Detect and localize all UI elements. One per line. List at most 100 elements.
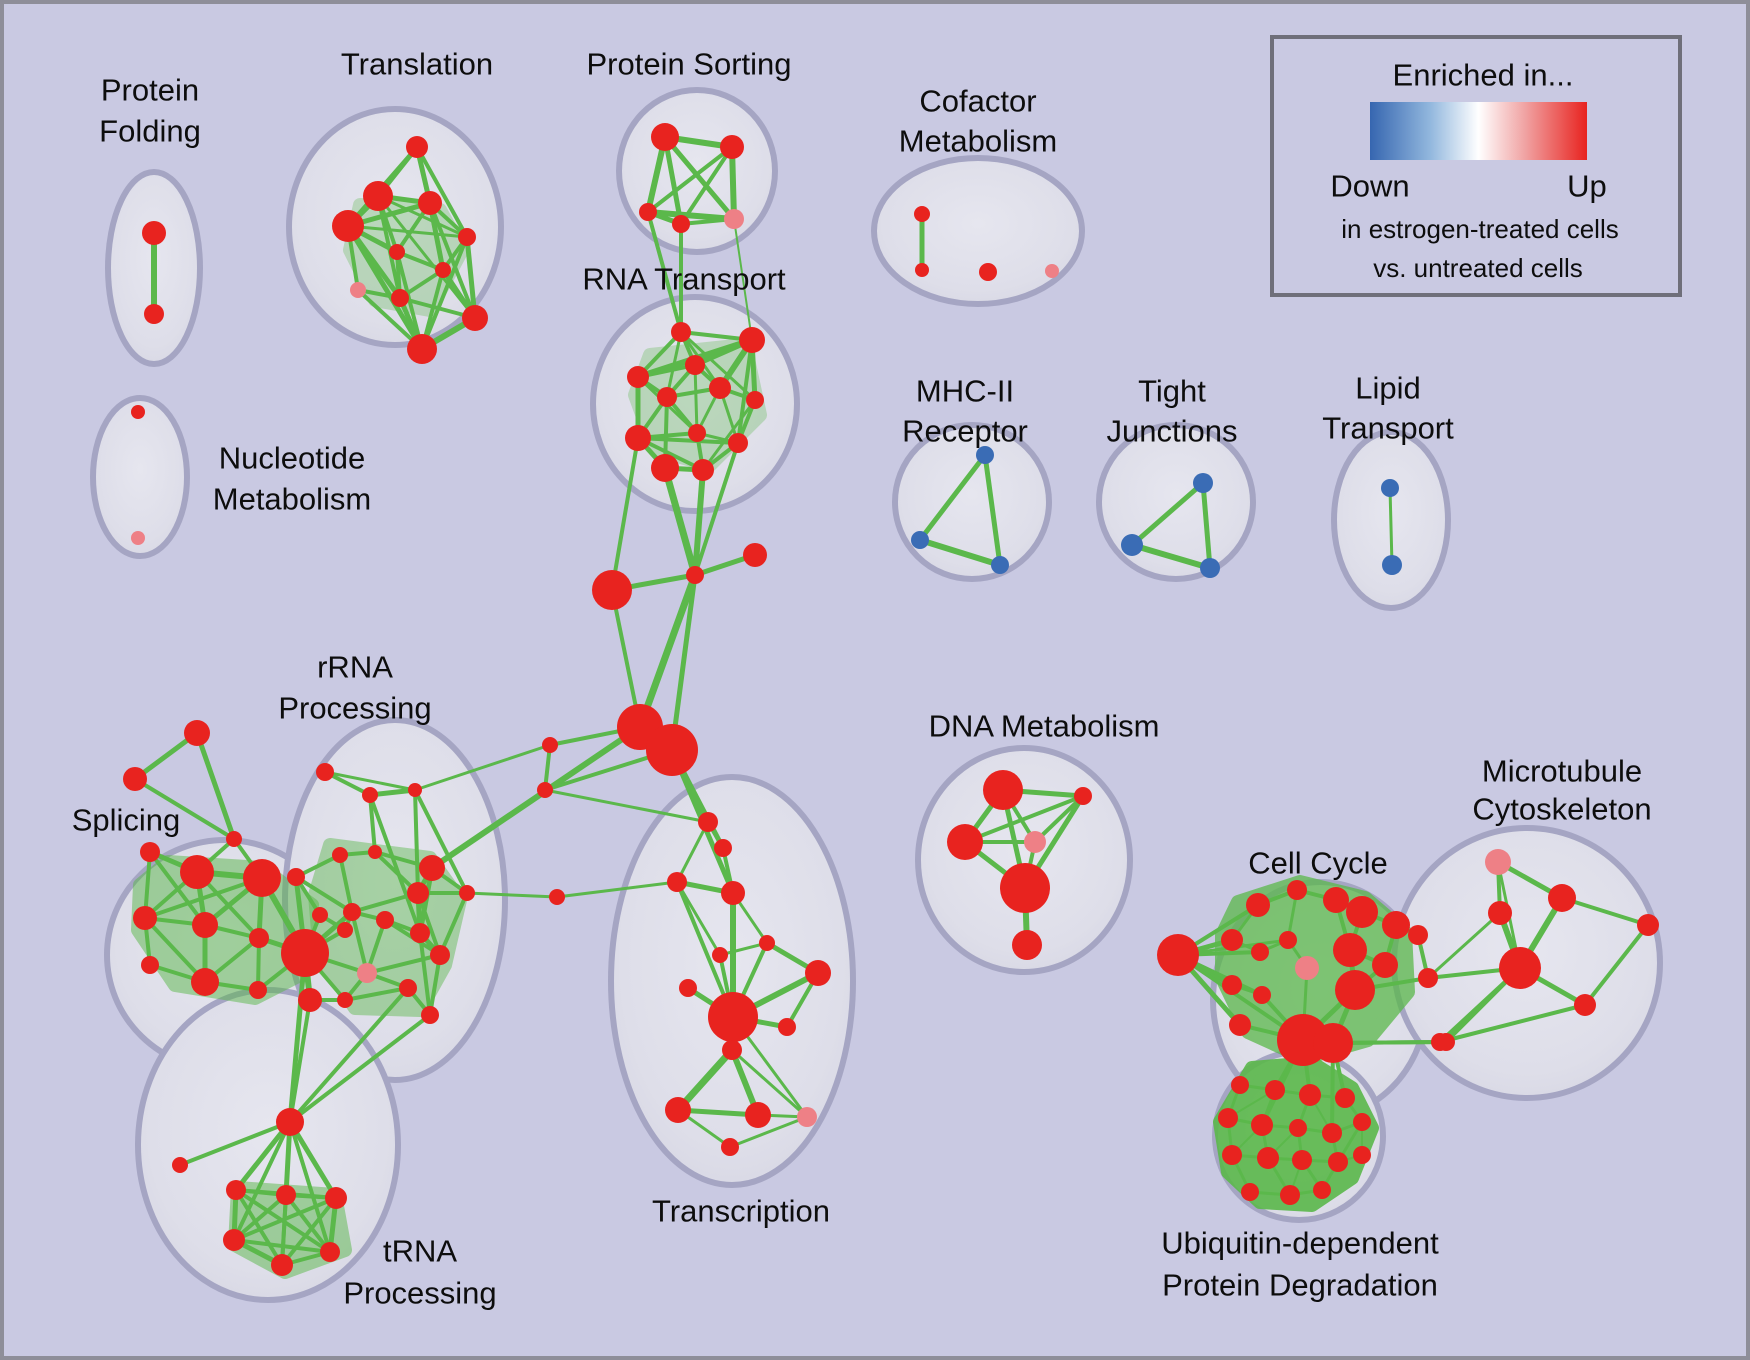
node-T1[interactable] [406, 136, 428, 158]
node-L3[interactable] [549, 889, 565, 905]
node-TRg[interactable] [712, 947, 728, 963]
node-ST1[interactable] [184, 720, 210, 746]
node-RR20[interactable] [459, 885, 475, 901]
node-U7[interactable] [1289, 1119, 1307, 1137]
node-R5[interactable] [709, 377, 731, 399]
node-D1[interactable] [983, 770, 1023, 810]
node-LP2[interactable] [1382, 555, 1402, 575]
node-RR13[interactable] [430, 945, 450, 965]
node-R3[interactable] [685, 355, 705, 375]
node-M6[interactable] [1437, 1033, 1455, 1051]
node-CC15[interactable] [1313, 1023, 1353, 1063]
node-T5[interactable] [458, 228, 476, 246]
node-T10[interactable] [462, 305, 488, 331]
node-TRm[interactable] [745, 1102, 771, 1128]
node-MH3[interactable] [991, 556, 1009, 574]
node-TJ2[interactable] [1121, 534, 1143, 556]
node-RR19[interactable] [421, 1006, 439, 1024]
node-M1[interactable] [1485, 849, 1511, 875]
node-SP5[interactable] [192, 912, 218, 938]
node-CC3[interactable] [1323, 887, 1349, 913]
node-TP1[interactable] [226, 1180, 246, 1200]
node-CC17[interactable] [1408, 925, 1428, 945]
node-TP2[interactable] [276, 1185, 296, 1205]
node-M2[interactable] [1548, 884, 1576, 912]
node-CC12[interactable] [1253, 986, 1271, 1004]
node-CC9[interactable] [1333, 933, 1367, 967]
node-CC6[interactable] [1221, 929, 1243, 951]
node-T11[interactable] [407, 334, 437, 364]
node-RR17[interactable] [399, 979, 417, 997]
node-TJ3[interactable] [1200, 558, 1220, 578]
node-TPh[interactable] [276, 1108, 304, 1136]
node-SP7[interactable] [141, 956, 159, 974]
node-RR4[interactable] [419, 855, 445, 881]
node-CC11[interactable] [1222, 975, 1242, 995]
node-U13[interactable] [1328, 1152, 1348, 1172]
node-CC1[interactable] [1246, 893, 1270, 917]
node-CF4[interactable] [1045, 264, 1059, 278]
node-TRl[interactable] [665, 1097, 691, 1123]
node-L2[interactable] [537, 782, 553, 798]
node-T8[interactable] [350, 282, 366, 298]
node-TRo[interactable] [721, 1138, 739, 1156]
node-T2[interactable] [363, 181, 393, 211]
node-R4[interactable] [627, 366, 649, 388]
node-D2[interactable] [1074, 787, 1092, 805]
node-T7[interactable] [435, 262, 451, 278]
node-CCh[interactable] [1157, 934, 1199, 976]
node-R12[interactable] [692, 459, 714, 481]
node-CC10[interactable] [1372, 952, 1398, 978]
node-RR9[interactable] [343, 903, 361, 921]
node-D6[interactable] [1012, 930, 1042, 960]
node-D5[interactable] [1000, 863, 1050, 913]
node-MH2[interactable] [911, 531, 929, 549]
node-SP11[interactable] [298, 988, 322, 1012]
node-RR8[interactable] [407, 882, 429, 904]
node-TRc[interactable] [667, 872, 687, 892]
node-U12[interactable] [1292, 1150, 1312, 1170]
node-TRe[interactable] [759, 935, 775, 951]
node-U17[interactable] [1353, 1146, 1371, 1164]
node-ST2[interactable] [123, 767, 147, 791]
node-U5[interactable] [1218, 1108, 1238, 1128]
node-RR16[interactable] [312, 907, 328, 923]
node-LP1[interactable] [1381, 479, 1399, 497]
node-CC13[interactable] [1335, 970, 1375, 1010]
node-PS3[interactable] [639, 203, 657, 221]
node-M3[interactable] [1488, 901, 1512, 925]
node-H2[interactable] [646, 724, 698, 776]
node-U16[interactable] [1313, 1181, 1331, 1199]
node-L1[interactable] [542, 737, 558, 753]
node-M7[interactable] [1637, 914, 1659, 936]
node-CF2[interactable] [915, 263, 929, 277]
node-SP6[interactable] [249, 928, 269, 948]
node-TRk[interactable] [722, 1040, 742, 1060]
node-RR11[interactable] [410, 923, 430, 943]
node-SP9[interactable] [249, 981, 267, 999]
node-M4[interactable] [1499, 947, 1541, 989]
node-PF2[interactable] [144, 304, 164, 324]
node-CC8[interactable] [1279, 931, 1297, 949]
node-RR5[interactable] [332, 847, 348, 863]
node-NM1[interactable] [131, 405, 145, 419]
node-U4[interactable] [1335, 1088, 1355, 1108]
node-TRn[interactable] [797, 1107, 817, 1127]
node-X3[interactable] [592, 570, 632, 610]
node-X1[interactable] [686, 566, 704, 584]
node-TJ1[interactable] [1193, 473, 1213, 493]
node-TP4[interactable] [223, 1229, 245, 1251]
node-T6[interactable] [389, 244, 405, 260]
node-M5[interactable] [1574, 994, 1596, 1016]
node-T4[interactable] [332, 210, 364, 242]
node-TP5[interactable] [271, 1254, 293, 1276]
node-RR1[interactable] [316, 763, 334, 781]
node-R7[interactable] [746, 391, 764, 409]
node-X2[interactable] [743, 543, 767, 567]
node-TRf[interactable] [805, 960, 831, 986]
node-SP3[interactable] [243, 859, 281, 897]
node-U1[interactable] [1231, 1076, 1249, 1094]
node-SP1[interactable] [140, 842, 160, 862]
node-SP8[interactable] [191, 968, 219, 996]
node-RR10[interactable] [376, 911, 394, 929]
